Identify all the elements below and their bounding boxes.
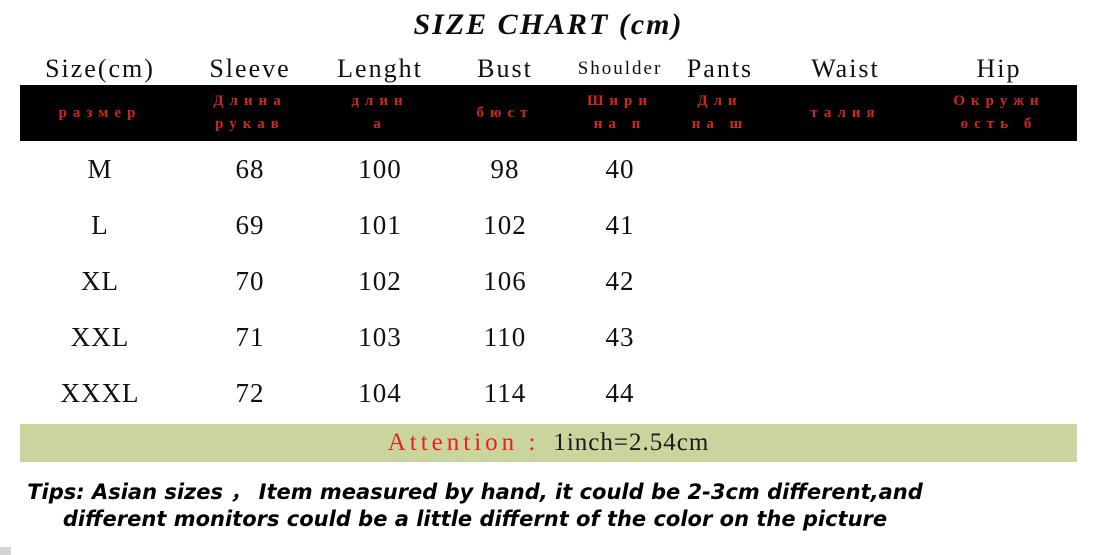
cell-size: M [87, 153, 113, 184]
cell-bust: 110 [483, 321, 527, 352]
attention-bar: Attention : 1inch=2.54cm [20, 424, 1077, 462]
page-title: SIZE CHART (cm) [413, 8, 684, 41]
cell-length: 102 [358, 265, 402, 296]
cell-shoulder: 43 [605, 321, 635, 352]
cell-shoulder: 42 [605, 265, 635, 296]
russian-label-size: размер [58, 104, 142, 121]
tips-line-2: different monitors could be a little dif… [62, 507, 888, 531]
cell-sleeve: 68 [235, 153, 265, 184]
tips-line-1: Tips: Asian sizes ， Item measured by han… [27, 480, 923, 504]
cell-size: XXL [70, 321, 130, 352]
cell-bust: 98 [490, 153, 520, 184]
cell-bust: 106 [483, 265, 527, 296]
column-header-length: Lenght [337, 54, 423, 83]
attention-label: Attention : [387, 429, 540, 456]
russian-label-pants: Дли на ш [691, 93, 749, 132]
russian-label-waist: талия [810, 104, 881, 121]
table-row-m: M 68 100 98 40 [20, 141, 1077, 197]
table-row-xxxl: XXXL 72 104 114 44 [20, 365, 1077, 421]
column-header-waist: Waist [811, 54, 880, 83]
cell-sleeve: 70 [235, 265, 265, 296]
russian-label-shoulder: Шири на п [586, 93, 654, 132]
cell-size: XXXL [60, 377, 140, 408]
cell-size: XL [81, 265, 119, 296]
russian-label-length: длин а [351, 93, 409, 132]
column-header-size: Size(cm) [45, 54, 155, 83]
column-header-shoulder: Shoulder [577, 58, 663, 79]
cell-bust: 102 [483, 209, 527, 240]
cell-bust: 114 [483, 377, 527, 408]
cell-sleeve: 72 [235, 377, 265, 408]
attention-text: 1inch=2.54cm [553, 429, 710, 456]
russian-header-band: размер Длина рукав длин а бюст Шири на п… [20, 85, 1077, 141]
table-row-xxl: XXL 71 103 110 43 [20, 309, 1077, 365]
russian-label-hip: Окружн ость б [953, 93, 1045, 132]
column-header-pants: Pants [686, 54, 754, 83]
cell-length: 103 [358, 321, 402, 352]
corner-artifact [0, 547, 11, 555]
cell-size: L [91, 209, 109, 240]
russian-label-sleeve: Длина рукав [213, 93, 287, 132]
cell-shoulder: 41 [605, 209, 635, 240]
cell-shoulder: 40 [605, 153, 635, 184]
cell-length: 100 [358, 153, 402, 184]
column-header-sleeve: Sleeve [209, 54, 291, 83]
cell-length: 101 [358, 209, 402, 240]
column-header-bust: Bust [477, 54, 533, 83]
cell-sleeve: 71 [235, 321, 265, 352]
russian-label-bust: бюст [476, 104, 534, 121]
cell-length: 104 [358, 377, 402, 408]
cell-shoulder: 44 [605, 377, 635, 408]
column-header-hip: Hip [976, 54, 1022, 83]
table-header-row: Size(cm) Sleeve Lenght Bust Shoulder Pan… [20, 48, 1077, 85]
table-row-l: L 69 101 102 41 [20, 197, 1077, 253]
cell-sleeve: 69 [235, 209, 265, 240]
table-row-xl: XL 70 102 106 42 [20, 253, 1077, 309]
